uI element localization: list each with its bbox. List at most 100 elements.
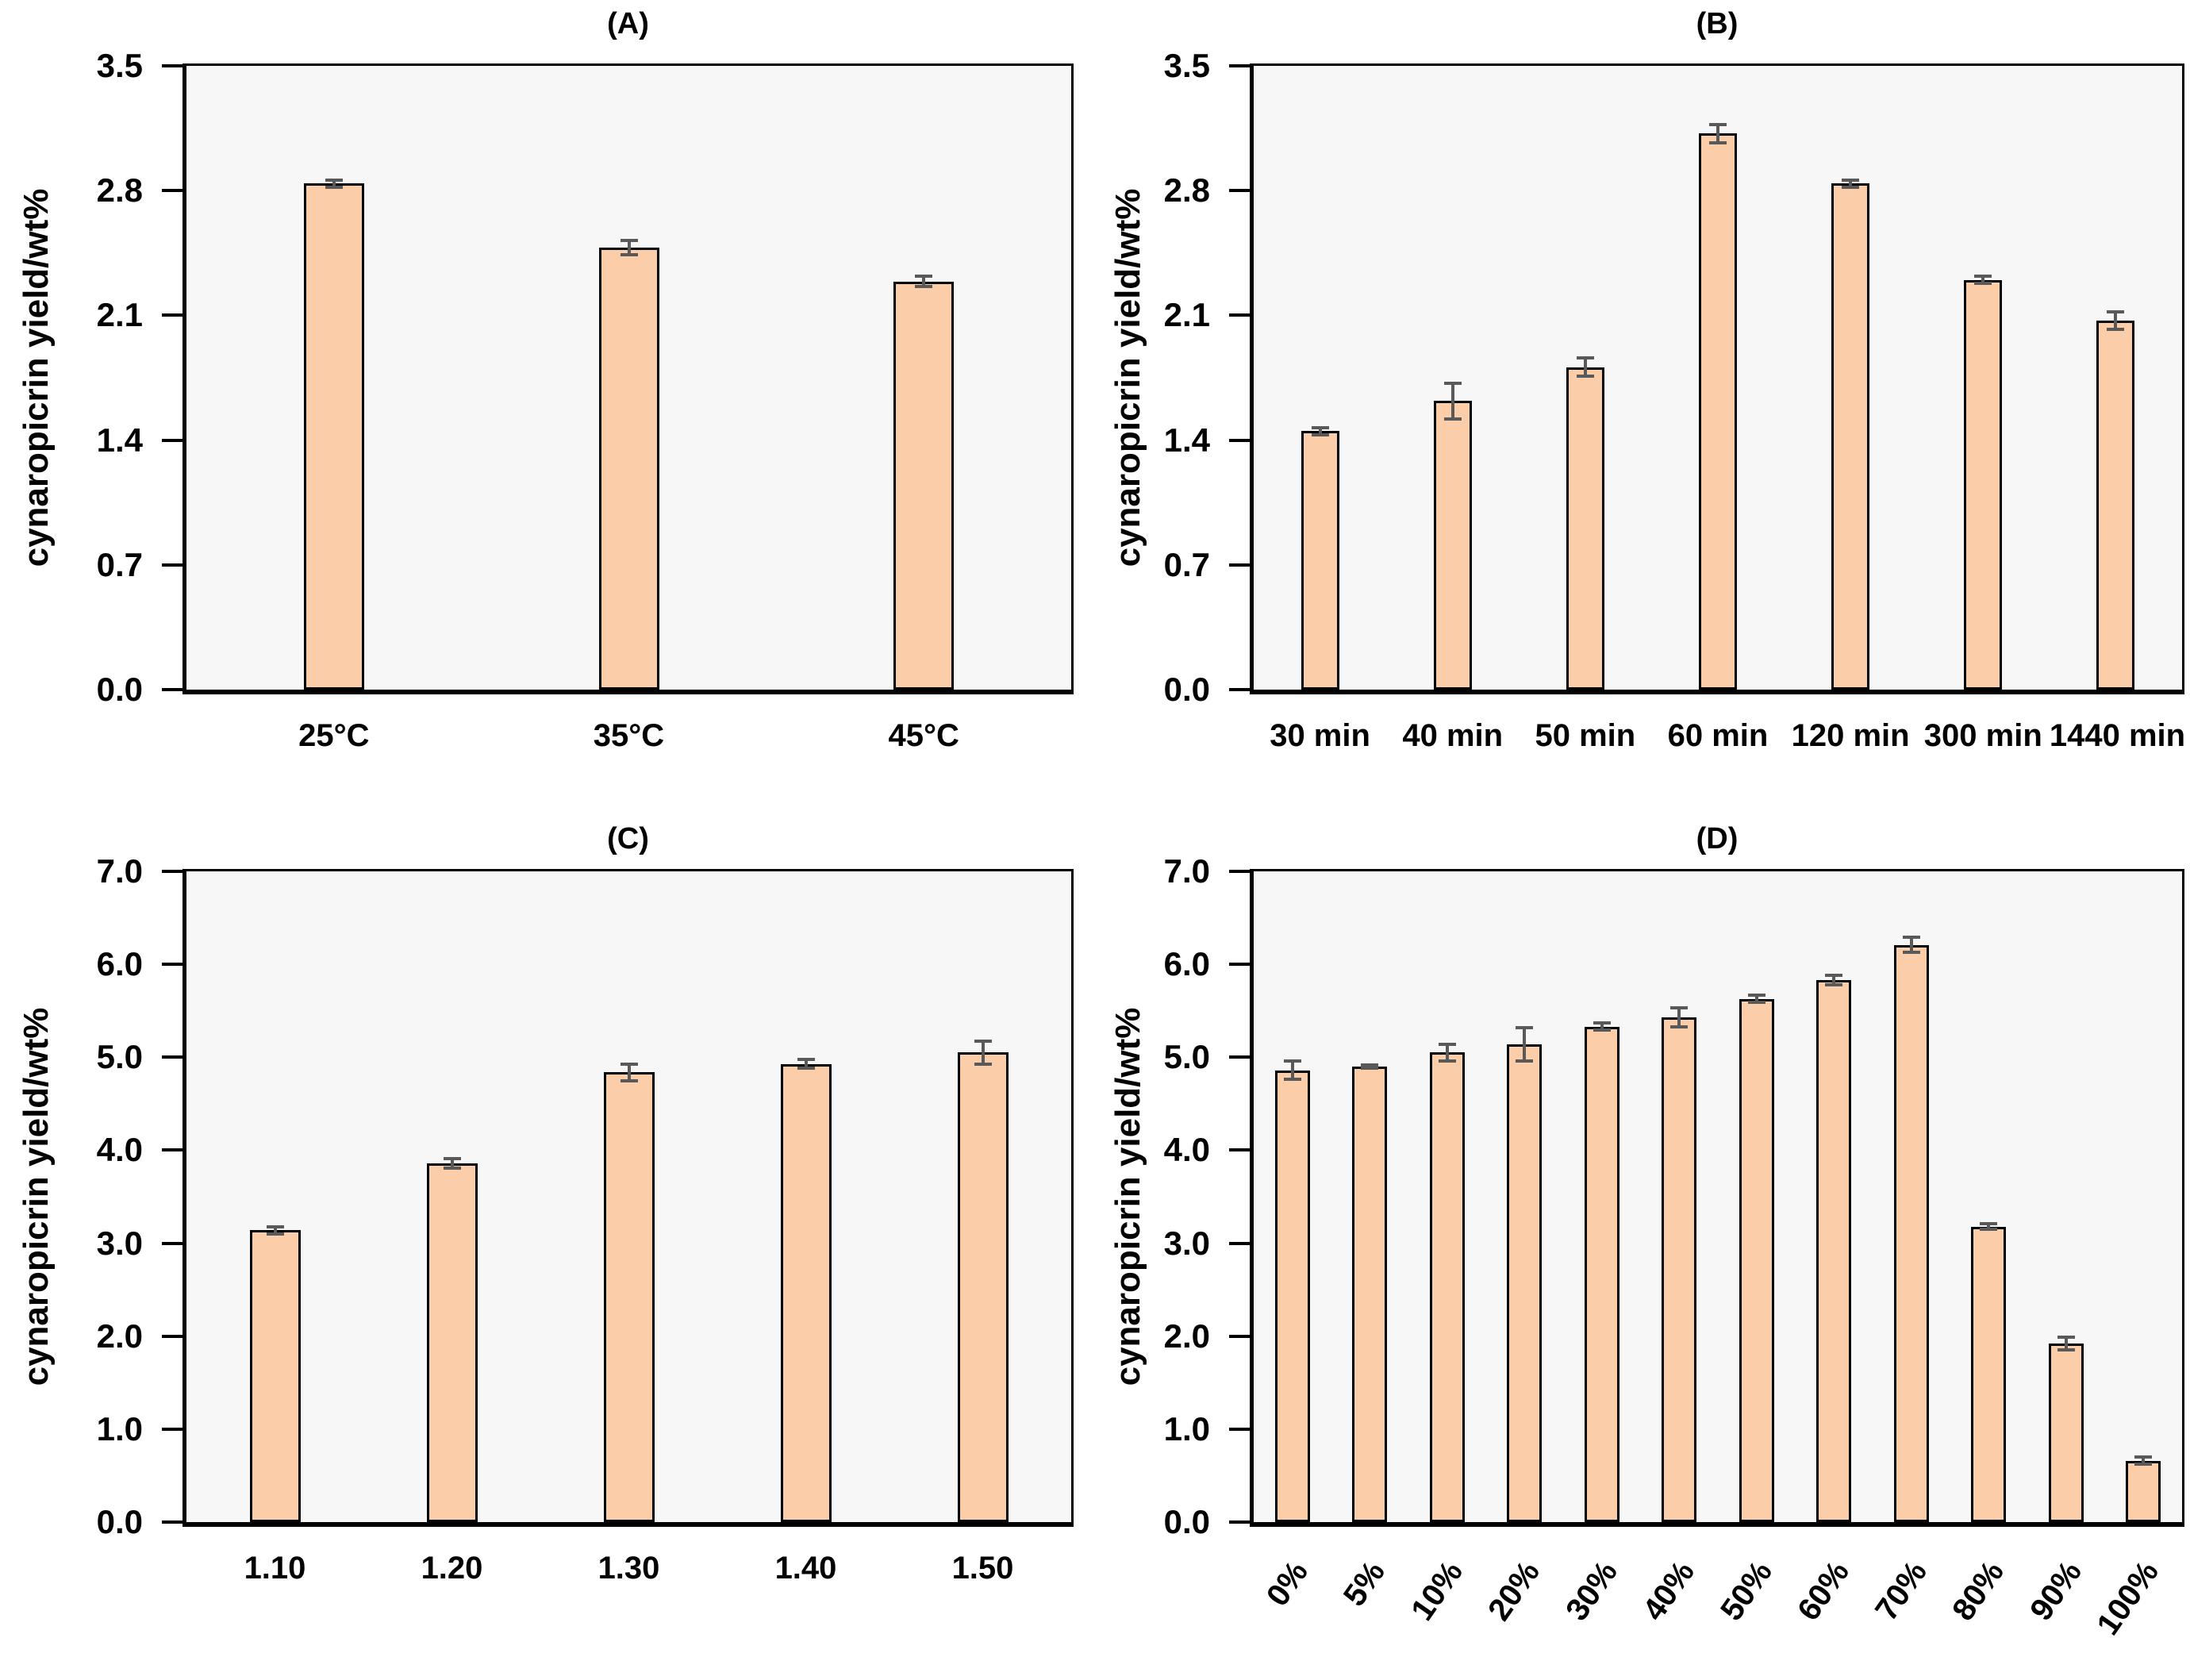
y-tick-label: 6.0 (1163, 945, 1210, 983)
error-bar-cap (1361, 1063, 1379, 1067)
error-bar-cap (797, 1067, 815, 1071)
y-tick-mark (1229, 688, 1250, 691)
y-tick-label: 2.1 (96, 296, 143, 334)
panel-a-title: (A) (607, 7, 649, 40)
error-bar-cap (1709, 140, 1727, 144)
error-bar-cap (1747, 1001, 1765, 1005)
bar (249, 1230, 301, 1522)
bar (1301, 431, 1339, 690)
error-bar-cap (1516, 1059, 1534, 1063)
x-tick-label: 120 min (1791, 718, 1910, 753)
bar (2096, 321, 2135, 690)
bar (1433, 401, 1472, 690)
bar (1662, 1017, 1697, 1522)
error-bar-cap (620, 253, 638, 257)
x-tick-label: 1.10 (244, 1551, 306, 1586)
panel-b-plot-area (1250, 63, 2184, 694)
panel-a-plot-area (182, 63, 1074, 694)
bar (1739, 998, 1774, 1522)
y-tick-mark (162, 313, 182, 317)
y-tick-mark (162, 189, 182, 193)
bar (780, 1063, 832, 1522)
y-tick-mark (162, 1334, 182, 1338)
y-tick-mark (162, 1520, 182, 1524)
y-tick-mark (162, 563, 182, 567)
error-bar-cap (1825, 974, 1843, 978)
error-bar (2142, 1457, 2146, 1465)
x-tick-label: 30 min (1270, 718, 1370, 753)
y-tick-label: 1.4 (1163, 421, 1210, 459)
x-tick-label: 50 min (1535, 718, 1636, 753)
x-tick-label: 1.50 (951, 1551, 1014, 1586)
error-bar (1318, 427, 1322, 435)
error-bar-cap (974, 1062, 992, 1066)
error-bar (1832, 975, 1836, 985)
y-tick-mark (1229, 563, 1250, 567)
error-bar-cap (1576, 374, 1594, 378)
y-tick-label: 3.5 (96, 47, 143, 84)
y-tick-label: 0.0 (96, 671, 143, 708)
error-bar (1583, 358, 1587, 376)
error-bar-cap (325, 185, 343, 189)
y-tick-mark (1229, 1055, 1250, 1059)
error-bar-cap (1283, 1059, 1301, 1063)
panel-c-title: (C) (607, 822, 649, 855)
error-bar-cap (915, 285, 933, 289)
bar (1831, 183, 1870, 690)
y-tick-mark (1229, 1148, 1250, 1152)
y-tick-label: 4.0 (1163, 1131, 1210, 1169)
panel-d: (D) cynaropicrin yield/wt% 0.0 1.0 2.0 3.0 4… (1095, 818, 2190, 1641)
error-bar-cap (1980, 1221, 1998, 1225)
bar (1566, 367, 1604, 690)
error-bar (1445, 1044, 1449, 1061)
error-bar-cap (797, 1057, 815, 1061)
bar (2126, 1460, 2161, 1522)
error-bar-cap (443, 1166, 461, 1170)
y-tick-label: 0.0 (1163, 671, 1210, 708)
y-tick-mark (1229, 313, 1250, 317)
x-tick-label: 1.30 (597, 1551, 660, 1586)
error-bar-cap (1443, 381, 1462, 385)
error-bar-cap (1974, 275, 1992, 278)
error-bar (627, 1063, 631, 1081)
x-tick-label: 40 min (1402, 718, 1504, 753)
y-tick-mark (162, 688, 182, 691)
x-tick-label: 1.40 (774, 1551, 837, 1586)
y-tick-label: 7.0 (96, 852, 143, 890)
bar (1274, 1070, 1310, 1522)
y-tick-mark (1229, 189, 1250, 193)
error-bar-cap (1825, 982, 1843, 986)
panel-c-y-axis-label: cynaropicrin yield/wt% (17, 1007, 56, 1386)
error-bar-cap (1670, 1006, 1689, 1010)
error-bar (1677, 1008, 1681, 1027)
x-tick-label: 300 min (1923, 718, 2042, 753)
error-bar (273, 1226, 277, 1234)
bar (1352, 1067, 1388, 1522)
error-bar-cap (620, 239, 638, 243)
error-bar-cap (2107, 328, 2125, 332)
y-tick-label: 2.8 (1163, 171, 1210, 210)
panel-c: (C) cynaropicrin yield/wt% 0.0 1.0 2.0 3.0 4… (0, 818, 1095, 1636)
error-bar-cap (2134, 1455, 2153, 1459)
y-tick-mark (1229, 1241, 1250, 1245)
x-tick-label: 35°C (593, 718, 665, 753)
error-bar (981, 1041, 985, 1064)
error-bar (332, 179, 336, 187)
y-tick-label: 1.4 (96, 421, 143, 459)
bar (1816, 980, 1852, 1522)
error-bar-cap (1980, 1228, 1998, 1231)
error-bar-cap (915, 275, 933, 278)
error-bar (804, 1059, 808, 1069)
panel-d-title: (D) (1696, 822, 1739, 855)
y-tick-label: 3.0 (96, 1224, 143, 1262)
panel-c-plot-area (182, 869, 1074, 1527)
bar (603, 1072, 655, 1522)
error-bar (2114, 311, 2118, 330)
error-bar-cap (1438, 1042, 1456, 1046)
error-bar-cap (1974, 281, 1992, 285)
y-tick-mark (1229, 1334, 1250, 1338)
error-bar (450, 1158, 454, 1168)
bar (426, 1163, 478, 1522)
y-tick-mark (1229, 963, 1250, 967)
error-bar (922, 276, 926, 287)
